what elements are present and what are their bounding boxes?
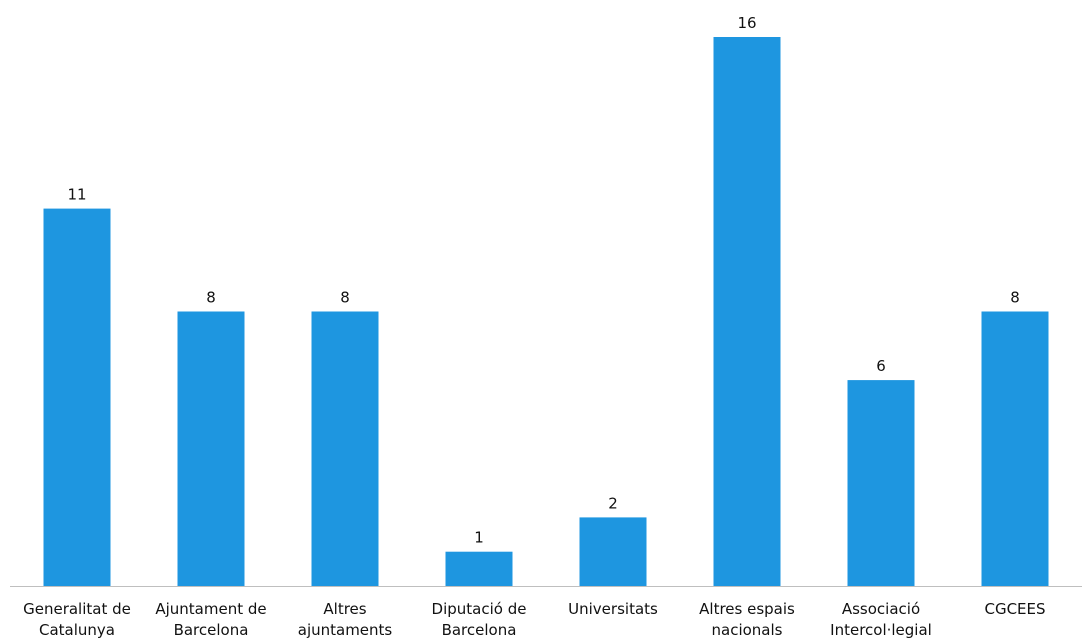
x-tick-labels-group: Generalitat de Catalunya Ajuntament de Barc… [23, 600, 1045, 639]
bars-group [43, 37, 1049, 586]
data-label-8: 8 [1010, 289, 1020, 307]
data-label-6: 16 [737, 14, 756, 32]
data-label-4: 1 [474, 529, 484, 547]
x-tick-label-1: Generalitat de Catalunya [23, 600, 131, 639]
x-tick-label-8: CGCEES [984, 600, 1045, 618]
bar-8 [981, 311, 1049, 586]
bar-2 [177, 311, 245, 586]
x-tick-label-3: Altres ajuntaments [298, 600, 393, 639]
bar-6 [713, 37, 781, 586]
x-tick-label-6: Altres espais nacionals [699, 600, 795, 639]
x-tick-label-5: Universitats [568, 600, 658, 618]
bar-4 [445, 551, 513, 586]
bar-7 [847, 380, 915, 586]
data-label-3: 8 [340, 289, 350, 307]
data-label-5: 2 [608, 494, 618, 512]
x-tick-label-7: Associació Intercol·legial [830, 600, 932, 639]
data-label-2: 8 [206, 289, 216, 307]
x-tick-label-2: Ajuntament de Barcelona [155, 600, 266, 639]
data-label-7: 6 [876, 357, 886, 375]
data-label-1: 11 [67, 186, 86, 204]
bar-3 [311, 311, 379, 586]
bar-1 [43, 208, 111, 586]
bar-5 [579, 517, 647, 586]
x-tick-label-4: Diputació de Barcelona [432, 600, 527, 639]
